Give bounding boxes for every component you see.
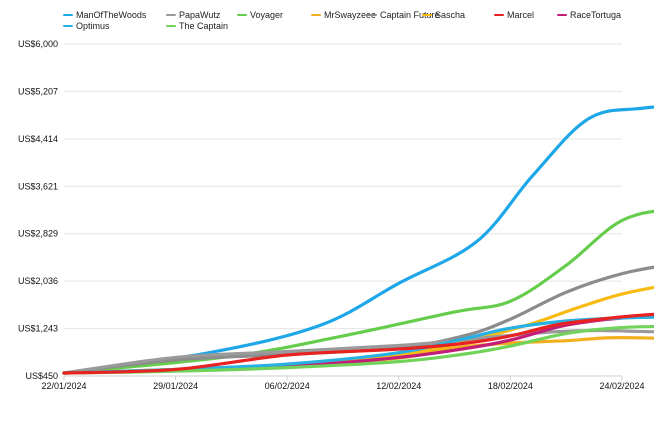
legend-label-9: The Captain [179,21,228,31]
series-line-4 [62,265,654,375]
y-tick-label-3: US$3,621 [18,181,58,191]
legend: ManOfTheWoods PapaWutz Voyager MrSwayzeee Ca… [63,10,621,31]
x-tick-label-3: 12/02/2024 [376,381,421,391]
x-tick-label-5: 24/02/2024 [599,381,644,391]
legend-label-8: Optimus [76,21,110,31]
y-tick-label-7: US$450 [25,371,58,381]
legend-label-1: PapaWutz [179,10,221,20]
y-tick-label-5: US$2,036 [18,276,58,286]
legend-label-7: RaceTortuga [570,10,621,20]
legend-label-0: ManOfTheWoods [76,10,147,20]
axes: US$6,000 US$5,207 US$4,414 US$3,621 US$2,829… [18,39,645,391]
series-line-9 [62,324,654,375]
x-tick-label-2: 06/02/2024 [265,381,310,391]
y-tick-label-4: US$2,829 [18,229,58,239]
y-tick-label-6: US$1,243 [18,324,58,334]
x-tick-label-0: 22/01/2024 [41,381,86,391]
y-tick-label-1: US$5,207 [18,86,58,96]
legend-label-4: Captain Future [380,10,440,20]
x-tick-label-4: 18/02/2024 [488,381,533,391]
y-tick-label-2: US$4,414 [18,134,58,144]
legend-label-2: Voyager [250,10,283,20]
series-line-8 [62,315,654,375]
series-line-0 [62,105,654,375]
x-tick-label-1: 29/01/2024 [153,381,198,391]
series-layer [62,105,654,375]
series-line-3 [62,336,654,375]
grid [64,43,622,377]
legend-label-3: MrSwayzeee [324,10,376,20]
y-tick-label-0: US$6,000 [18,39,58,49]
legend-label-6: Marcel [507,10,534,20]
legend-label-5: Sascha [435,10,465,20]
series-line-6 [62,312,654,375]
